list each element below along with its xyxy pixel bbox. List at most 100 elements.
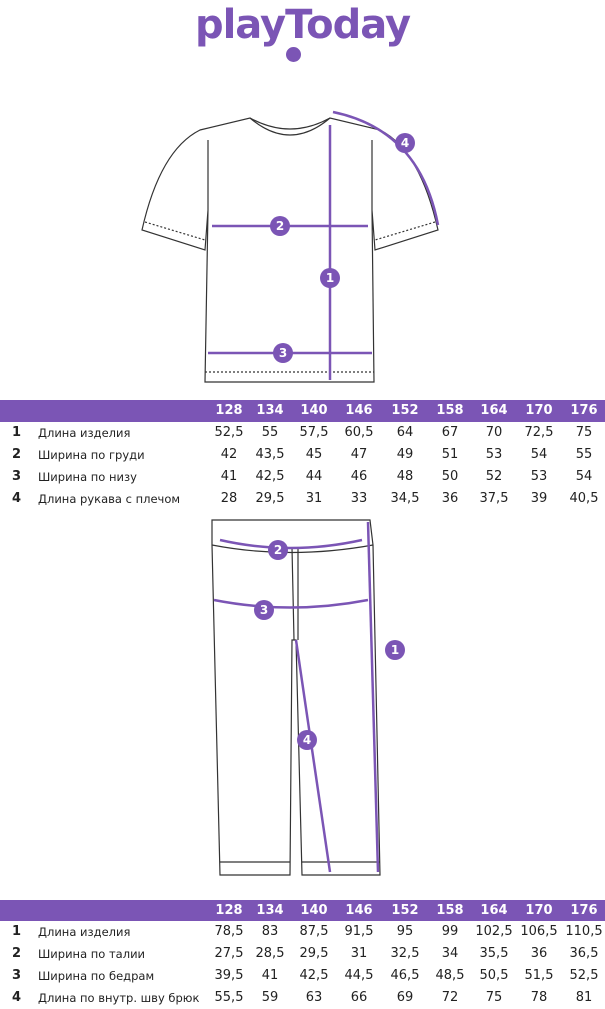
cell-value: 47: [350, 447, 368, 462]
size-header: 170: [525, 403, 553, 418]
cell-value: 60,5: [344, 425, 374, 440]
marker-2: [270, 216, 290, 236]
cell-value: 42: [220, 447, 238, 462]
cell-value: 33: [350, 491, 368, 506]
logo-dot: [286, 47, 301, 62]
marker-4-label: 4: [303, 733, 311, 747]
marker-3: [273, 343, 293, 363]
cell-value: 36: [530, 946, 548, 961]
cell-value: 52: [485, 469, 503, 484]
cell-value: 53: [530, 469, 548, 484]
cell-value: 106,5: [520, 924, 558, 939]
cell-value: 28: [220, 491, 238, 506]
size-header: 158: [436, 403, 464, 418]
cell-value: 55: [261, 425, 279, 440]
row-number: 4: [12, 491, 22, 506]
cell-value: 55: [575, 447, 593, 462]
table-row: 3 Ширина по низу 41 42,5 44 46 48 50 52 53 54: [0, 466, 605, 488]
cell-value: 41: [220, 469, 238, 484]
cell-value: 34: [441, 946, 459, 961]
marker-4-label: 4: [401, 136, 409, 150]
cell-value: 52,5: [569, 968, 599, 983]
size-header: 128: [215, 403, 243, 418]
cell-value: 51,5: [524, 968, 554, 983]
marker-3-label: 3: [260, 603, 268, 617]
cell-value: 46: [350, 469, 368, 484]
table-row: 1 Длина изделия 52,5 55 57,5 60,5 64 67 70 72,5 75: [0, 422, 605, 444]
row-number: 3: [12, 469, 22, 484]
cell-value: 54: [575, 469, 593, 484]
marker-2: [268, 540, 288, 560]
cell-value: 102,5: [475, 924, 513, 939]
size-header: 176: [570, 403, 598, 418]
cell-value: 99: [441, 924, 459, 939]
size-header-row: 128 134 140 146 152 158 164 170 176: [0, 900, 605, 921]
table-row: 2 Ширина по талии 27,5 28,5 29,5 31 32,5 34 35,5…: [0, 943, 605, 965]
cell-value: 49: [396, 447, 414, 462]
cell-value: 75: [575, 425, 593, 440]
cell-value: 44,5: [344, 968, 374, 983]
row-number: 4: [12, 990, 22, 1005]
cell-value: 41: [261, 968, 279, 983]
cell-value: 66: [350, 990, 368, 1005]
table-row: 3 Ширина по бедрам 39,5 41 42,5 44,5 46,5 48,5 5…: [0, 965, 605, 987]
marker-1: [320, 268, 340, 288]
marker-3-label: 3: [279, 346, 287, 360]
row-number: 3: [12, 968, 22, 983]
cell-value: 69: [396, 990, 414, 1005]
table-row: 1 Длина изделия 78,5 83 87,5 91,5 95 99 102,5 106…: [0, 921, 605, 943]
cell-value: 87,5: [299, 924, 329, 939]
cell-value: 57,5: [299, 425, 329, 440]
size-header: 128: [215, 903, 243, 918]
cell-value: 67: [441, 425, 459, 440]
cell-value: 50,5: [479, 968, 509, 983]
size-header: 170: [525, 903, 553, 918]
cell-value: 91,5: [344, 924, 374, 939]
tshirt-diagram: 1 2 3 4: [141, 110, 440, 383]
row-label: Длина изделия: [38, 925, 131, 939]
cell-value: 43,5: [255, 447, 285, 462]
cell-value: 75: [485, 990, 503, 1005]
cell-value: 27,5: [214, 946, 244, 961]
table-row: 2 Ширина по груди 42 43,5 45 47 49 51 53 54 55: [0, 444, 605, 466]
brand-logo: playToday: [0, 0, 605, 70]
size-header: 176: [570, 903, 598, 918]
pants-size-table: 128 134 140 146 152 158 164 170 176 1 Дли…: [0, 900, 605, 1009]
size-header: 140: [300, 903, 328, 918]
pants-diagram: 1 2 3 4: [211, 519, 405, 876]
cell-value: 45: [305, 447, 323, 462]
table-row: 4 Длина рукава с плечом 28 29,5 31 33 34,5 36 37…: [0, 488, 605, 510]
cell-value: 95: [396, 924, 414, 939]
row-label: Ширина по груди: [38, 448, 145, 462]
cell-value: 40,5: [569, 491, 599, 506]
shirt-size-table: 128 134 140 146 152 158 164 170 176 1 Дли…: [0, 400, 605, 510]
marker-1: [385, 640, 405, 660]
cell-value: 78: [530, 990, 548, 1005]
cell-value: 50: [441, 469, 459, 484]
cell-value: 72: [441, 990, 459, 1005]
marker-1-label: 1: [326, 271, 334, 285]
marker-2-label: 2: [274, 543, 282, 557]
cell-value: 46,5: [390, 968, 420, 983]
marker-4: [297, 730, 317, 750]
size-header: 140: [300, 403, 328, 418]
row-number: 1: [12, 425, 22, 440]
cell-value: 72,5: [524, 425, 554, 440]
cell-value: 48: [396, 469, 414, 484]
cell-value: 42,5: [299, 968, 329, 983]
row-number: 2: [12, 447, 22, 462]
cell-value: 53: [485, 447, 503, 462]
marker-4: [395, 133, 415, 153]
cell-value: 63: [305, 990, 323, 1005]
cell-value: 81: [575, 990, 593, 1005]
cell-value: 70: [485, 425, 503, 440]
cell-value: 31: [305, 491, 323, 506]
marker-1-label: 1: [391, 643, 399, 657]
cell-value: 36: [441, 491, 459, 506]
size-header: 134: [256, 903, 284, 918]
cell-value: 44: [305, 469, 323, 484]
cell-value: 29,5: [299, 946, 329, 961]
shirt-markers: 1 2 3 4: [270, 133, 415, 363]
cell-value: 54: [530, 447, 548, 462]
cell-value: 42,5: [255, 469, 285, 484]
